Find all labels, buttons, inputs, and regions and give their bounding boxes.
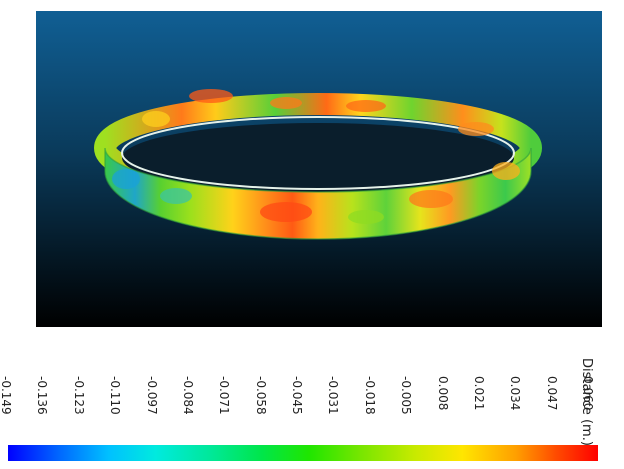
legend-tick-label: -0.084 (180, 376, 195, 415)
legend-tick-label: -0.005 (399, 376, 414, 415)
legend-tick-label: -0.031 (326, 376, 341, 415)
legend-tick-label: 0.008 (435, 376, 450, 411)
legend-tick-label: -0.071 (217, 376, 232, 415)
legend-tick-label: -0.045 (290, 376, 304, 415)
legend-tick-label: -0.097 (144, 376, 159, 415)
point-cloud-render (36, 11, 602, 327)
legend-tick-label: -0.058 (253, 376, 268, 415)
legend-tick-label: -0.018 (362, 376, 377, 415)
legend-tick-label: -0.136 (35, 376, 50, 415)
colorbar (8, 445, 598, 461)
legend-tick-label: 0.021 (471, 376, 486, 411)
legend-tick-label: -0.123 (71, 376, 86, 415)
3d-viewport[interactable] (36, 11, 602, 327)
legend-tick-label: -0.149 (0, 376, 13, 415)
legend-tick-label: -0.110 (108, 376, 123, 415)
legend-tick-label: 0.060 (581, 376, 595, 411)
legend-tick-label: 0.047 (544, 376, 559, 411)
legend-tick-label: 0.034 (508, 376, 523, 411)
